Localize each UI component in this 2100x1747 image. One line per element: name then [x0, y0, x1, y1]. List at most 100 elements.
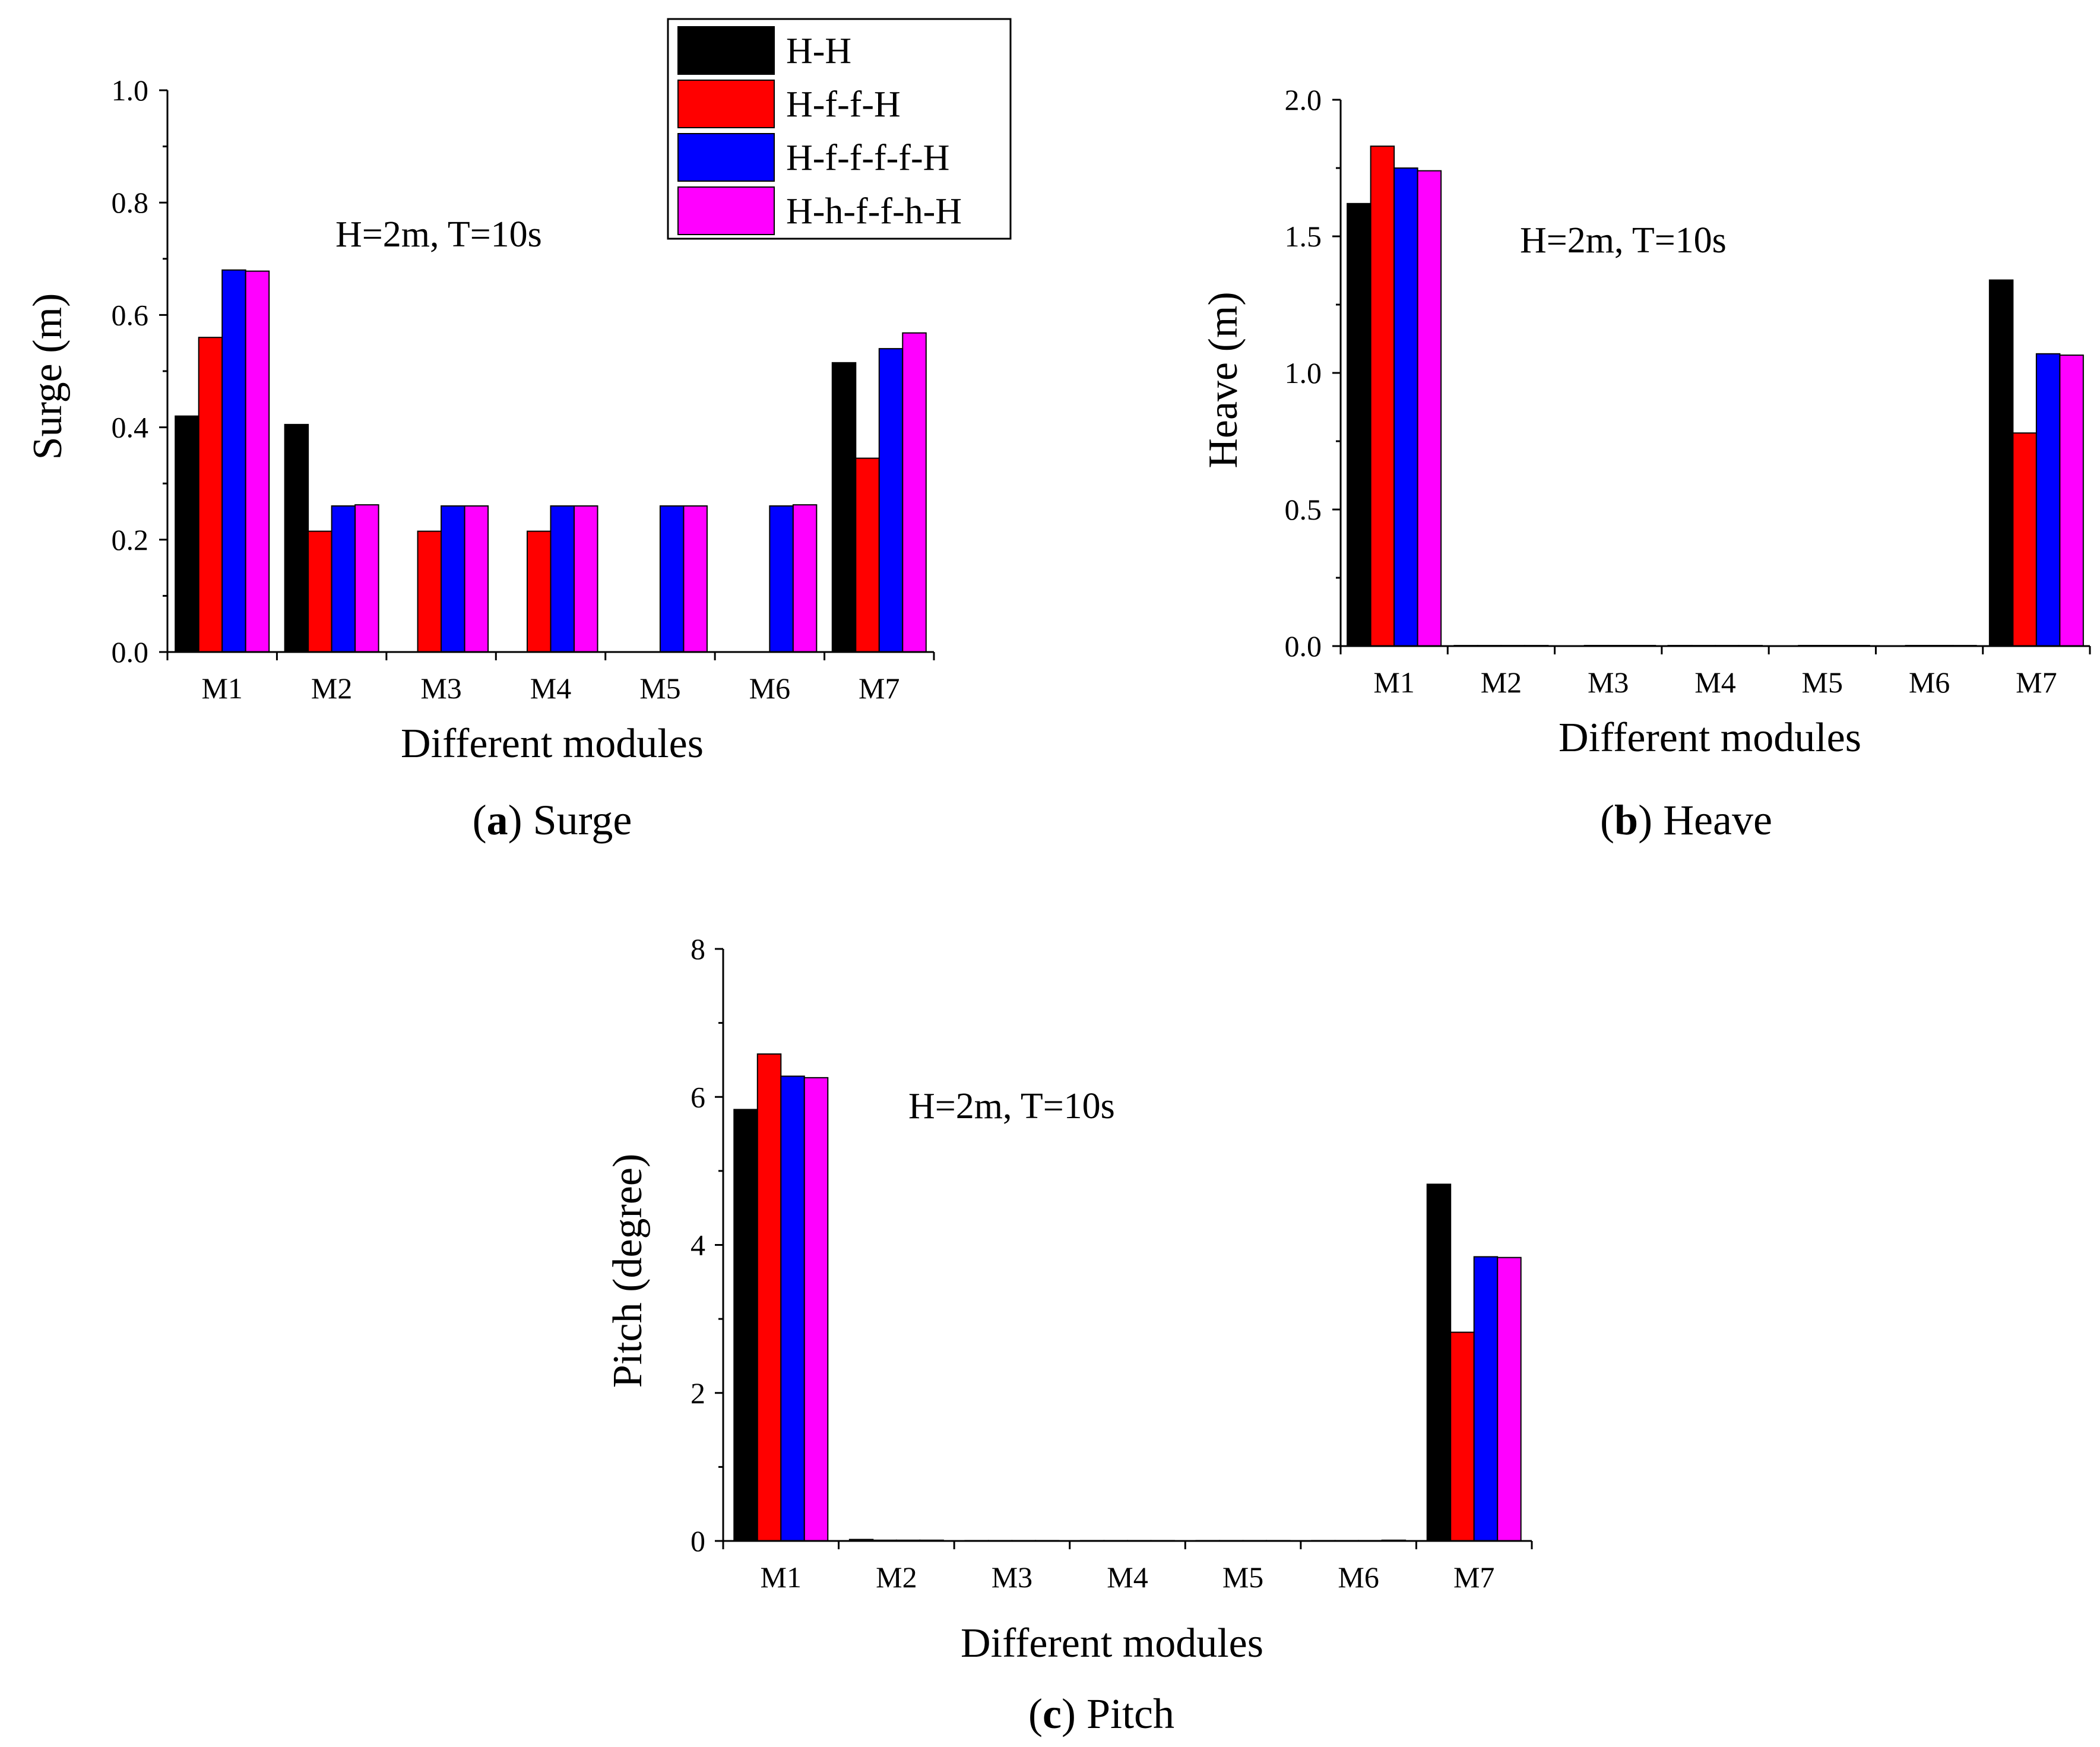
surge-caption-text: Surge — [533, 796, 632, 844]
surge-bars — [175, 269, 927, 653]
surge-bar-m4-h-f-f-f-f-h — [550, 505, 575, 653]
heave-y-tick-label: 1.0 — [1285, 356, 1322, 390]
surge-bar-m5-h-f-f-f-f-h — [659, 505, 685, 653]
pitch-bar-m7-h-h — [1426, 1183, 1452, 1542]
heave-x-tick-label: M7 — [2016, 666, 2057, 699]
surge-bar-m2-h-f-f-h — [308, 530, 332, 653]
heave-x-tick-label: M4 — [1694, 666, 1735, 699]
pitch-caption-text: Pitch — [1087, 1690, 1174, 1737]
pitch-bars — [733, 1053, 1522, 1542]
heave-bar-m7-h-h-f-f-h-h — [2059, 355, 2084, 647]
surge-bar-m3-h-f-f-f-f-h — [441, 505, 465, 653]
surge-y-tick-label: 1.0 — [112, 74, 149, 107]
pitch-y-tick-label: 6 — [691, 1080, 705, 1113]
surge-bar-m3-h-f-f-h — [417, 530, 442, 653]
surge-bar-m7-h-h-f-f-h-h — [902, 332, 927, 653]
pitch-x-axis-title: Different modules — [961, 1621, 1263, 1666]
surge-x-axis-title: Different modules — [401, 721, 704, 767]
legend-swatch-h-h-f-f-h-h — [677, 186, 775, 235]
pitch-x-tick-label: M4 — [1107, 1561, 1148, 1594]
surge-x-tick-label: M5 — [639, 672, 680, 705]
heave-bar-m1-h-h — [1347, 202, 1372, 647]
legend-label-h-h-f-f-h-h: H-h-f-f-h-H — [786, 191, 962, 232]
legend-swatch-h-f-f-f-f-h — [677, 133, 775, 182]
legend-swatch-h-h — [677, 26, 775, 75]
pitch-bar-m7-h-f-f-h — [1450, 1331, 1475, 1542]
legend-label-h-h: H-H — [786, 31, 851, 71]
surge-bar-m6-h-h-f-f-h-h — [792, 504, 818, 653]
heave-axes: 0.0 0.5 1.0 1.5 2.0 M1 M2 M3 M4 M5 M6 M7 — [1285, 83, 2091, 699]
heave-y-axis-title: Heave (m) — [1201, 292, 1246, 468]
surge-bar-m4-h-h-f-f-h-h — [574, 505, 598, 653]
pitch-caption-letter: c — [1043, 1690, 1062, 1737]
pitch-bar-m7-h-h-f-f-h-h — [1497, 1257, 1522, 1542]
surge-x-tick-label: M3 — [420, 672, 461, 705]
heave-caption-text: Heave — [1663, 796, 1772, 844]
pitch-y-tick-label: 8 — [691, 932, 705, 966]
surge-bar-m2-h-h-f-f-h-h — [354, 504, 379, 653]
pitch-axes: 0 2 4 6 8 M1 M2 M3 M4 M5 M6 M7 — [691, 932, 1533, 1594]
surge-y-axis-title: Surge (m) — [25, 293, 71, 460]
pitch-annotation: H=2m, T=10s — [908, 1086, 1115, 1126]
surge-y-tick-label: 0.2 — [112, 523, 149, 556]
surge-chart: 0.0 0.2 0.4 0.6 0.8 1.0 M1 M2 M3 M4 M5 M6 M7 H=2m, T… — [25, 74, 935, 844]
heave-y-tick-label: 0.5 — [1285, 493, 1322, 526]
surge-x-tick-label: M6 — [749, 672, 790, 705]
surge-annotation: H=2m, T=10s — [335, 214, 542, 255]
heave-bar-m7-h-f-f-h — [2012, 432, 2037, 647]
heave-y-tick-label: 1.5 — [1285, 220, 1322, 253]
heave-x-tick-label: M1 — [1373, 666, 1414, 699]
pitch-x-tick-label: M5 — [1222, 1561, 1263, 1594]
surge-bar-m1-h-h-f-f-h-h — [245, 270, 270, 653]
heave-y-tick-label: 0.0 — [1285, 629, 1322, 663]
surge-x-tick-label: M7 — [859, 672, 899, 705]
heave-x-tick-label: M3 — [1588, 666, 1629, 699]
pitch-y-tick-label: 2 — [691, 1376, 705, 1410]
heave-caption-letter: b — [1614, 796, 1638, 844]
surge-caption: (a) Surge — [473, 796, 632, 844]
heave-annotation: H=2m, T=10s — [1520, 220, 1727, 261]
pitch-bar-m1-h-h-f-f-h-h — [803, 1077, 829, 1542]
surge-bar-m7-h-h — [831, 362, 857, 653]
legend-entries: H-H H-f-f-H H-f-f-f-f-H H-h-f-f-h-H — [677, 26, 962, 235]
pitch-bar-m1-h-f-f-f-f-h — [780, 1075, 805, 1542]
legend-label-h-f-f-f-f-h: H-f-f-f-f-H — [786, 138, 949, 178]
heave-bar-m7-h-f-f-f-f-h — [2035, 353, 2061, 647]
heave-x-axis-title: Different modules — [1559, 715, 1861, 761]
surge-y-tick-label: 0.4 — [112, 411, 149, 444]
pitch-x-tick-label: M6 — [1338, 1561, 1379, 1594]
surge-bar-m1-h-f-f-f-f-h — [221, 269, 246, 653]
heave-caption: (b) Heave — [1600, 796, 1772, 844]
heave-x-tick-label: M2 — [1481, 666, 1522, 699]
heave-bar-m1-h-f-f-h — [1370, 145, 1395, 647]
pitch-x-tick-label: M1 — [761, 1561, 802, 1594]
pitch-y-tick-label: 0 — [691, 1524, 705, 1558]
surge-y-tick-label: 0.0 — [112, 635, 149, 669]
pitch-caption: (c) Pitch — [1028, 1690, 1174, 1737]
pitch-x-tick-label: M2 — [876, 1561, 917, 1594]
surge-bar-m7-h-f-f-f-f-h — [878, 348, 904, 653]
surge-bar-m1-h-f-f-h — [198, 337, 223, 653]
surge-y-tick-label: 0.8 — [112, 186, 149, 219]
surge-axes: 0.0 0.2 0.4 0.6 0.8 1.0 M1 M2 M3 M4 M5 M6 M7 — [112, 74, 935, 705]
surge-bar-m1-h-h — [175, 415, 199, 653]
heave-bar-m1-h-h-f-f-h-h — [1417, 170, 1442, 647]
legend-swatch-h-f-f-h — [677, 80, 775, 128]
surge-x-tick-label: M1 — [201, 672, 242, 705]
heave-x-tick-label: M6 — [1909, 666, 1950, 699]
pitch-bar-m7-h-f-f-f-f-h — [1473, 1256, 1499, 1542]
pitch-chart: 0 2 4 6 8 M1 M2 M3 M4 M5 M6 M7 H=2m, T=10s Differen… — [605, 932, 1533, 1737]
legend-label-h-f-f-h: H-f-f-H — [786, 84, 901, 125]
pitch-y-axis-title: Pitch (degree) — [605, 1154, 651, 1388]
heave-bar-m7-h-h — [1988, 279, 2014, 647]
pitch-x-tick-label: M7 — [1453, 1561, 1494, 1594]
heave-bar-m1-h-f-f-f-f-h — [1393, 167, 1418, 647]
pitch-bar-m1-h-h — [733, 1109, 758, 1542]
surge-bar-m5-h-h-f-f-h-h — [683, 505, 708, 653]
pitch-bar-m1-h-f-f-h — [756, 1053, 782, 1542]
surge-bar-m2-h-h — [284, 423, 309, 653]
surge-y-tick-label: 0.6 — [112, 298, 149, 331]
surge-bar-m3-h-h-f-f-h-h — [464, 505, 489, 653]
surge-x-tick-label: M2 — [311, 672, 352, 705]
